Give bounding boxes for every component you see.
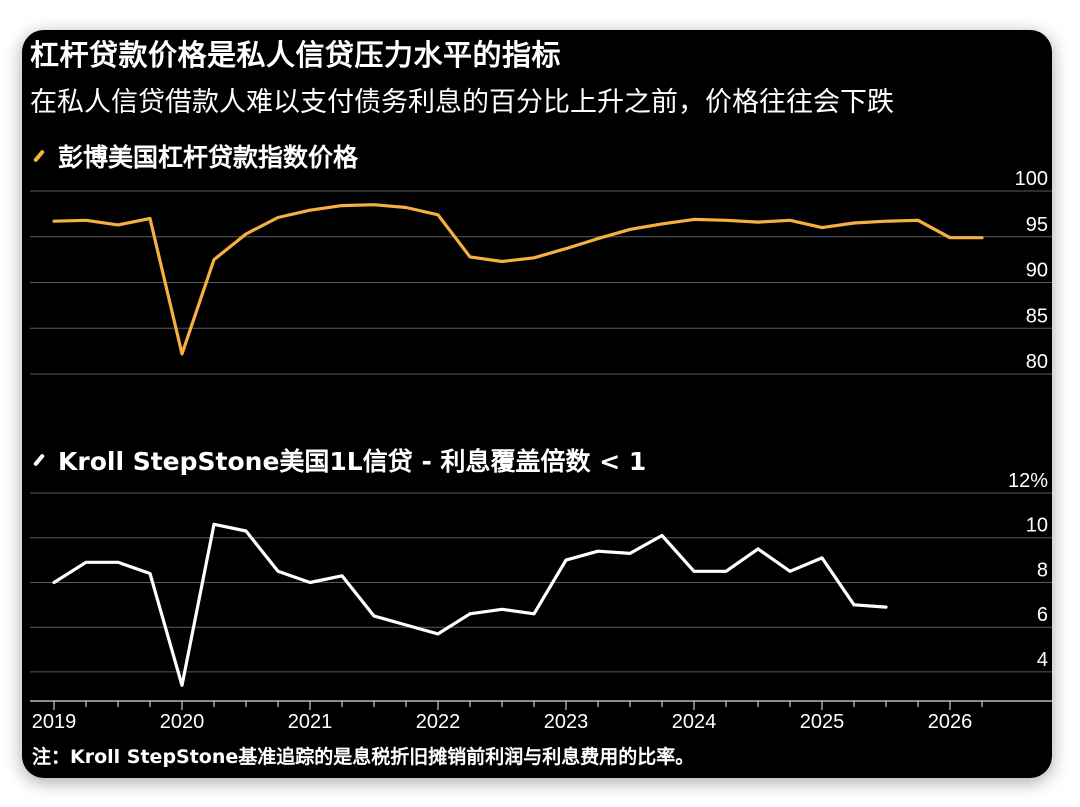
y-tick-label: 100: [1015, 168, 1048, 190]
y-tick-label: 8: [1037, 559, 1048, 581]
y-tick-label: 12%: [1008, 470, 1048, 492]
x-tick-label: 2019: [32, 711, 77, 733]
charts-svg: 100 95 90 85 80 12% 10 8 6 4 2019 2020 2021 2022 2023 2…: [30, 168, 1052, 733]
chart-card: 杠杆贷款价格是私人信贷压力水平的指标 在私人信贷借款人难以支付债务利息的百分比上…: [22, 30, 1052, 778]
legend-interest-coverage: Kroll StepStone美国1L信贷 - 利息覆盖倍数 < 1: [32, 442, 646, 478]
x-tick-label: 2026: [928, 711, 973, 733]
chart-title: 杠杆贷款价格是私人信贷压力水平的指标: [30, 38, 562, 72]
chart-subtitle: 在私人信贷借款人难以支付债务利息的百分比上升之前，价格往往会下跌: [30, 87, 894, 118]
footnote: 注：Kroll StepStone基准追踪的是息税折旧摊销前利润与利息费用的比率…: [32, 746, 695, 768]
legend-label-price-index: 彭博美国杠杆贷款指数价格: [58, 143, 359, 172]
x-tick-label: 2021: [288, 711, 333, 733]
x-tick-label: 2022: [416, 711, 461, 733]
series-line: [52, 522, 888, 687]
x-tick-label: 2020: [160, 711, 205, 733]
y-tick-label: 10: [1026, 515, 1048, 537]
legend-price-index: 彭博美国杠杆贷款指数价格: [32, 138, 358, 174]
x-tick-label: 2024: [672, 711, 717, 733]
x-tick-label: 2025: [800, 711, 845, 733]
y-tick-label: 80: [1026, 351, 1048, 373]
y-tick-label: 95: [1026, 214, 1048, 236]
y-tick-label: 6: [1037, 604, 1048, 626]
x-tick-label: 2023: [544, 711, 589, 733]
legend-label-interest-coverage: Kroll StepStone美国1L信贷 - 利息覆盖倍数 < 1: [58, 447, 647, 476]
y-tick-label: 85: [1026, 305, 1048, 327]
y-tick-label: 4: [1037, 649, 1048, 671]
series-line: [52, 203, 984, 356]
y-tick-label: 90: [1026, 260, 1048, 282]
